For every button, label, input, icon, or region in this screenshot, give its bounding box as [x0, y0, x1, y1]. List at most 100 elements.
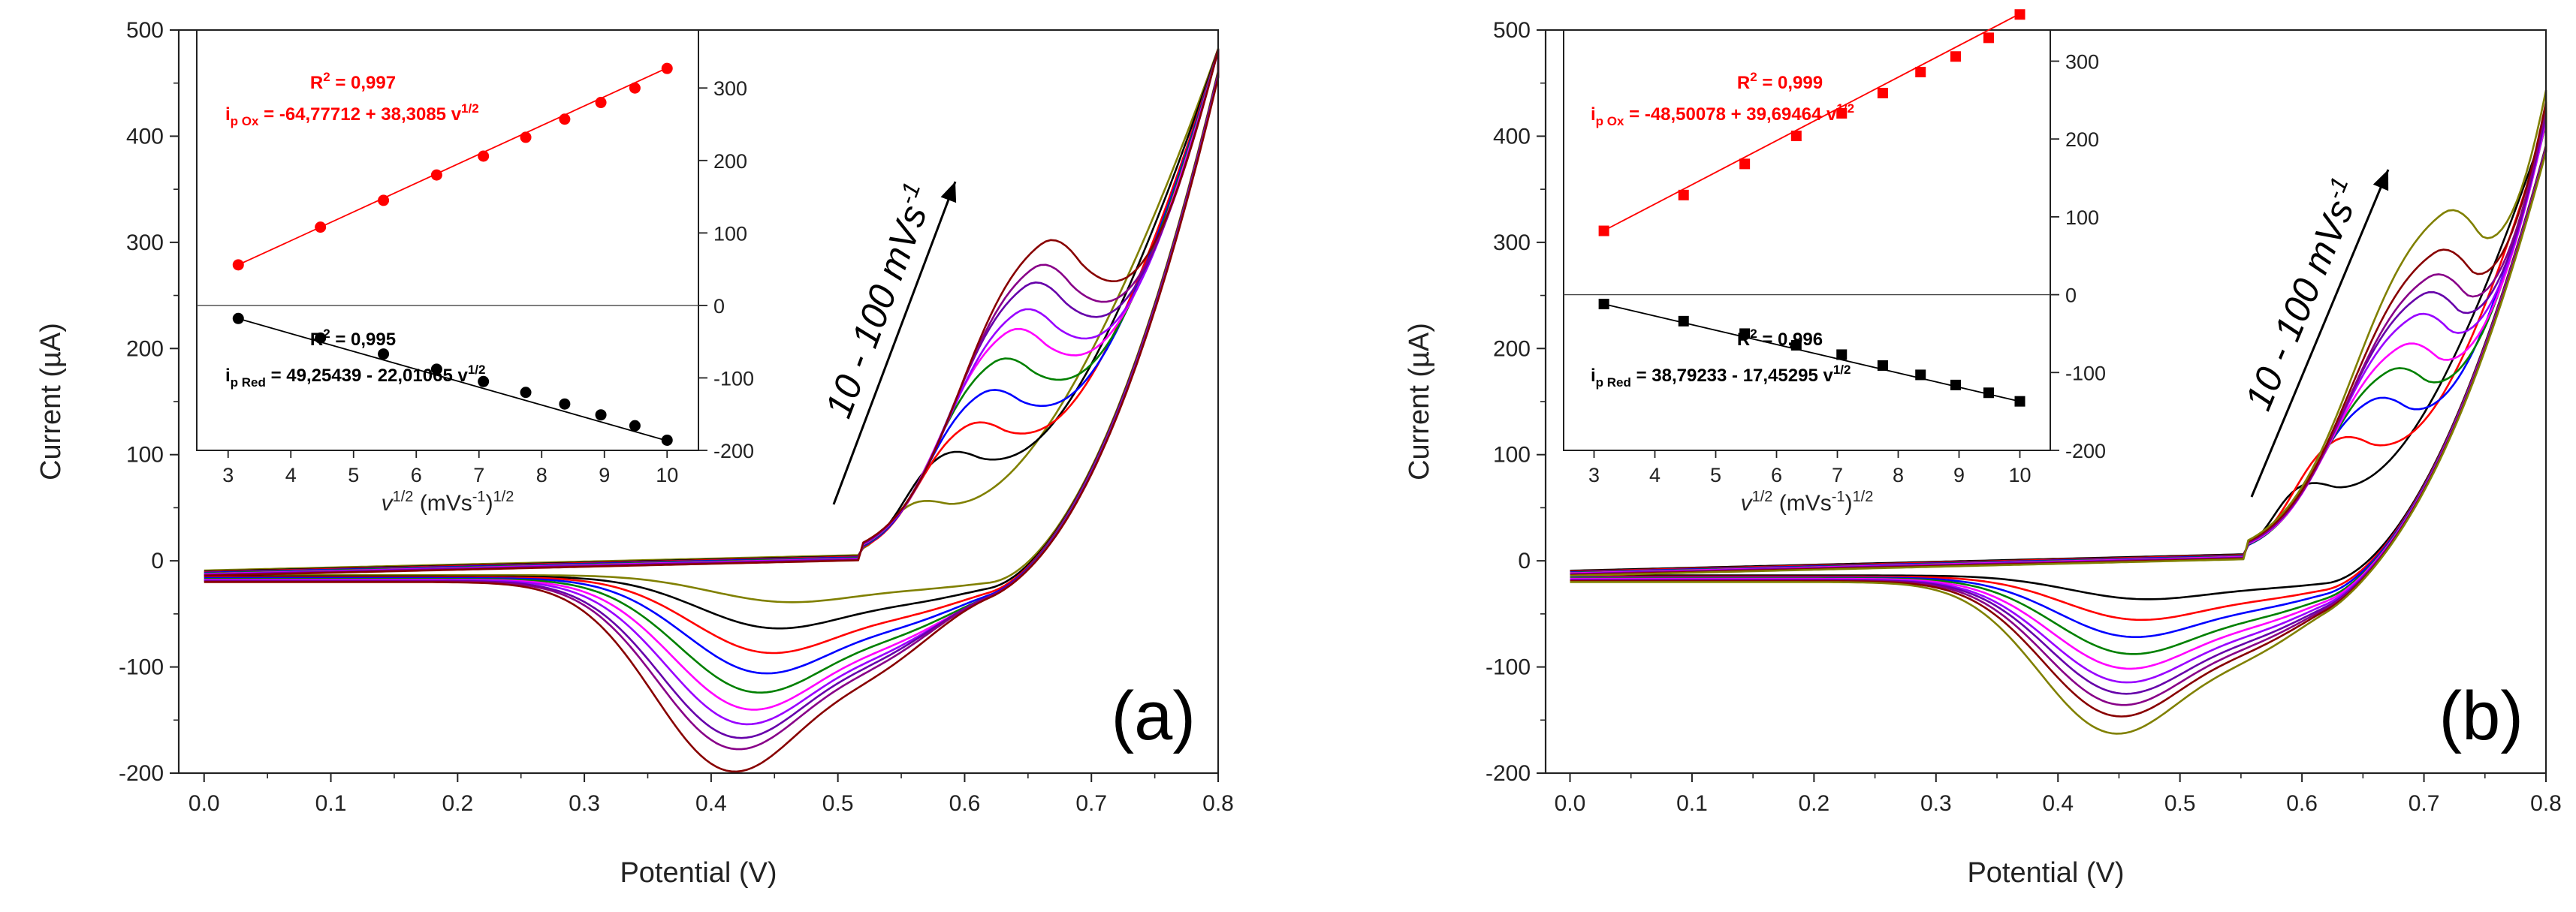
x-tick-label: 0.2 [1799, 791, 1830, 816]
x-tick-label: 0.5 [822, 791, 854, 816]
inset-x-tick-label: 9 [599, 464, 610, 486]
equation-sup: 1/2 [1833, 363, 1851, 377]
inset-x-tick-label: 4 [285, 464, 297, 486]
scan-rate-arrow: 10 - 100 mVs-1 [817, 179, 957, 505]
data-point-red [1739, 328, 1751, 339]
r2-sup: 2 [1750, 70, 1757, 84]
chart-panel-a: 0.0 0.1 0.2 0.3 0.4 0.5 0.6 0.7 0.8-200-10001002… [35, 18, 1234, 889]
y-tick-label: 500 [1493, 18, 1531, 43]
arrow-head [940, 182, 957, 203]
inset-x-label-v: v [382, 491, 394, 516]
equation-sub: p Red [231, 375, 266, 390]
y-axis-label: Current (µA) [1404, 323, 1435, 480]
y-axis-ticks: -200 -100 0 100 200 300 400 500 [1486, 18, 1546, 786]
x-tick-label: 0.1 [315, 791, 347, 816]
inset-x-tick-label: 6 [1771, 464, 1782, 486]
x-tick-label: 0.1 [1676, 791, 1708, 816]
data-point-ox [1598, 225, 1609, 236]
data-point-red [559, 398, 571, 410]
y-tick-label: 400 [126, 124, 164, 149]
equation-sub: p Ox [231, 114, 259, 128]
inset-y-ticks: -200 -100 0 100 200 300 [698, 77, 754, 462]
r2-value: = 0,997 [330, 73, 396, 93]
inset-x-axis-label: v1/2 (mVs-1)1/2 [382, 489, 514, 516]
x-tick-label: 0.2 [442, 791, 473, 816]
data-point-ox [520, 131, 532, 143]
chart-panel-b: 0.0 0.1 0.2 0.3 0.4 0.5 0.6 0.7 0.8-200-10001002… [1404, 9, 2562, 889]
inset-y-tick-label: 300 [2065, 50, 2099, 73]
data-point-red [1598, 299, 1609, 310]
equation-sup: 1/2 [468, 363, 486, 377]
equation-ox: ip Ox = -64,77712 + 38,3085 v1/2 [225, 101, 479, 128]
inset-y-tick-label: -200 [713, 440, 754, 462]
data-point-ox [595, 97, 607, 109]
r2-text: R [310, 330, 323, 350]
inset-series-red: R2 = 0,996 ip Red = 38,79233 - 17,45295 v… [1591, 299, 2026, 407]
equation-sup: 1/2 [461, 101, 479, 116]
inset-x-tick-label: 5 [348, 464, 359, 486]
data-point-red [661, 434, 673, 446]
r2-text: R [310, 73, 323, 93]
x-tick-label: 0.6 [949, 791, 981, 816]
inset-y-tick-label: 200 [713, 150, 747, 173]
data-point-ox [1678, 189, 1689, 200]
data-point-red [595, 409, 607, 421]
r2-label-ox: R2 = 0,997 [310, 70, 396, 93]
inset-x-label-sup3: 1/2 [1853, 489, 1874, 505]
x-axis-ticks: 0.0 0.1 0.2 0.3 0.4 0.5 0.6 0.7 0.8 [1555, 773, 2562, 816]
panel-label: (a) [1112, 678, 1196, 754]
arrow-shaft [2250, 169, 2390, 498]
inset-y-tick-label: 0 [2065, 284, 2077, 307]
arrow-head [2372, 170, 2389, 191]
data-point-ox [1790, 131, 1802, 142]
data-point-red [232, 312, 244, 324]
inset-series-ox: R2 = 0,999 ip Ox = -48,50078 + 39,69464 v… [1591, 9, 2026, 236]
scan-rate-arrow: 10 - 100 mVs-1 [2234, 169, 2390, 498]
arrow-shaft [832, 181, 957, 505]
y-tick-label: 0 [1518, 549, 1531, 573]
data-point-red [1836, 349, 1848, 360]
x-tick-label: 0.0 [1555, 791, 1586, 816]
y-tick-label: 100 [1493, 443, 1531, 468]
equation-sub: p Red [1596, 375, 1631, 390]
y-tick-label: -200 [1486, 761, 1531, 786]
inset-x-ticks: 3 4 5 6 7 8 9 10 [1588, 450, 2032, 486]
inset-x-tick-label: 7 [473, 464, 484, 486]
y-tick-label: -100 [1486, 655, 1531, 680]
x-tick-label: 0.0 [189, 791, 220, 816]
data-point-ox [2014, 9, 2026, 20]
x-axis-label: Potential (V) [620, 857, 777, 889]
data-point-ox [315, 221, 327, 233]
x-tick-label: 0.8 [1202, 791, 1234, 816]
inset-x-tick-label: 7 [1832, 464, 1843, 486]
r2-value: = 0,996 [1757, 330, 1823, 350]
x-tick-label: 0.3 [1920, 791, 1952, 816]
inset-y-tick-label: -100 [2065, 362, 2106, 384]
equation-i: i [225, 104, 231, 125]
inset-x-label-close: ) [1845, 491, 1853, 516]
data-point-ox [1983, 32, 1994, 44]
y-tick-label: 0 [151, 549, 164, 573]
data-point-red [478, 375, 490, 387]
y-tick-label: -200 [119, 761, 164, 786]
y-tick-label: 500 [126, 18, 164, 43]
inset-y-tick-label: -100 [713, 367, 754, 390]
data-point-red [1983, 387, 1994, 399]
y-tick-label: 200 [126, 336, 164, 361]
data-point-red [378, 348, 390, 360]
data-point-red [1678, 315, 1689, 327]
data-point-ox [1739, 158, 1751, 170]
data-point-ox [478, 150, 490, 162]
scan-rate-label: 10 - 100 mVs-1 [2234, 173, 2370, 417]
inset-x-tick-label: 8 [536, 464, 547, 486]
inset-x-tick-label: 10 [656, 464, 678, 486]
r2-sup: 2 [323, 70, 330, 84]
x-tick-label: 0.7 [2409, 791, 2440, 816]
equation-body: = 49,25439 - 22,01065 v [266, 366, 469, 386]
x-tick-label: 0.5 [2164, 791, 2196, 816]
inset-x-label-sup: 1/2 [393, 489, 414, 505]
r2-value: = 0,995 [330, 330, 396, 350]
data-point-ox [1915, 67, 1926, 77]
